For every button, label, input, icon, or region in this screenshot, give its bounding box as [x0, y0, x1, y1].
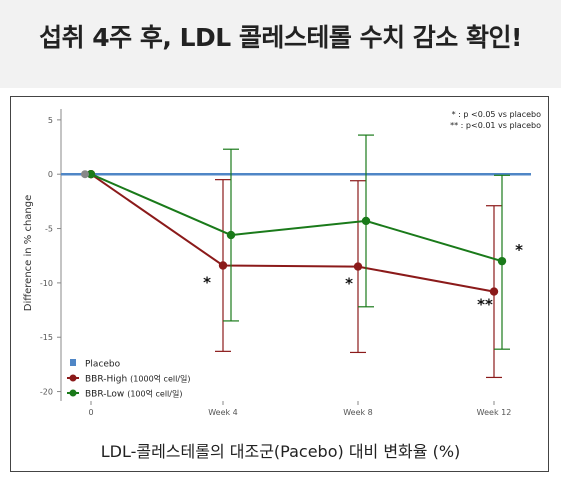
bbr-high-point	[218, 261, 228, 270]
significance-marker-high: *	[203, 273, 211, 291]
bbr-low-point	[497, 256, 507, 266]
x-tick-label: Week 8	[343, 408, 373, 417]
y-tick-label: -15	[40, 333, 53, 342]
x-tick-label: Week 12	[477, 408, 512, 417]
y-tick-label: 5	[48, 116, 53, 125]
y-axis-title: Difference in % change	[23, 195, 34, 312]
legend-label-suffix: (1000억 cell/일)	[130, 374, 190, 384]
legend-label: Placebo	[85, 360, 121, 370]
x-tick-label: Week 4	[208, 408, 238, 417]
y-tick-label: -5	[45, 225, 53, 234]
legend-label-suffix: (100억 cell/일)	[127, 389, 182, 399]
y-tick-label: -10	[40, 279, 53, 288]
bbr-low-point	[226, 230, 236, 240]
legend-swatch-point	[69, 374, 77, 382]
y-tick-label: -20	[40, 388, 53, 397]
bbr-low-point	[86, 170, 96, 179]
y-tick-label: 0	[48, 170, 53, 179]
significance-marker-low: *	[515, 241, 523, 259]
bbr-high-point	[353, 262, 363, 271]
bbr-high-line	[90, 173, 495, 293]
headline-banner: 섭취 4주 후, LDL 콜레스테롤 수치 감소 확인!	[0, 0, 561, 88]
significance-marker-high: *	[345, 275, 353, 293]
chart-caption: LDL-콜레스테롤의 대조군(Pacebo) 대비 변화율 (%)	[100, 442, 461, 461]
legend-label: BBR-Low (100억 cell/일)	[85, 389, 182, 400]
bbr-high-point	[489, 287, 499, 296]
ldl-chart: 5 0 -5 -10 -15 -20 0 Week 4 Week 8 Week 12 Differe…	[23, 109, 542, 417]
legend-label: BBR-High (1000억 cell/일)	[85, 374, 191, 385]
x-tick-label: 0	[88, 408, 93, 417]
bbr-low-line	[90, 173, 503, 263]
headline-title: 섭취 4주 후, LDL 콜레스테롤 수치 감소 확인!	[39, 23, 522, 52]
legend-swatch-placebo	[70, 359, 76, 366]
legend-swatch-point	[69, 389, 77, 397]
significance-note: ** : p<0.01 vs placebo	[450, 121, 541, 130]
chart-frame: 5 0 -5 -10 -15 -20 0 Week 4 Week 8 Week 12 Differe…	[10, 96, 549, 472]
placebo-point	[81, 170, 89, 179]
bbr-low-point	[361, 216, 371, 226]
significance-note: * : p <0.05 vs placebo	[452, 110, 542, 119]
significance-marker-high: **	[477, 296, 493, 314]
